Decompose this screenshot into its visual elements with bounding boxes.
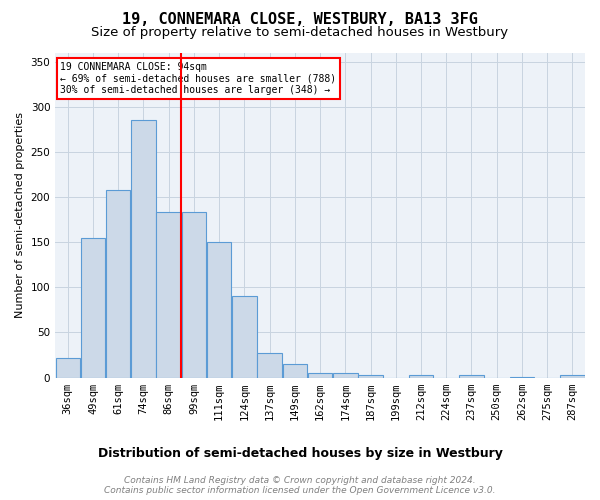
Bar: [308, 373, 332, 378]
Bar: [409, 375, 433, 378]
Bar: [106, 190, 130, 378]
Y-axis label: Number of semi-detached properties: Number of semi-detached properties: [15, 112, 25, 318]
Bar: [283, 364, 307, 378]
Text: Contains HM Land Registry data © Crown copyright and database right 2024.
Contai: Contains HM Land Registry data © Crown c…: [104, 476, 496, 495]
Bar: [560, 375, 584, 378]
Bar: [182, 212, 206, 378]
Bar: [131, 120, 156, 378]
Bar: [232, 296, 257, 378]
Bar: [81, 238, 105, 378]
Bar: [333, 373, 358, 378]
Bar: [257, 354, 282, 378]
Bar: [459, 375, 484, 378]
Text: Distribution of semi-detached houses by size in Westbury: Distribution of semi-detached houses by …: [98, 447, 502, 460]
Text: 19 CONNEMARA CLOSE: 94sqm
← 69% of semi-detached houses are smaller (788)
30% of: 19 CONNEMARA CLOSE: 94sqm ← 69% of semi-…: [61, 62, 337, 96]
Text: 19, CONNEMARA CLOSE, WESTBURY, BA13 3FG: 19, CONNEMARA CLOSE, WESTBURY, BA13 3FG: [122, 12, 478, 28]
Bar: [157, 212, 181, 378]
Bar: [509, 376, 534, 378]
Bar: [358, 375, 383, 378]
Text: Size of property relative to semi-detached houses in Westbury: Size of property relative to semi-detach…: [91, 26, 509, 39]
Bar: [207, 242, 232, 378]
Bar: [56, 358, 80, 378]
